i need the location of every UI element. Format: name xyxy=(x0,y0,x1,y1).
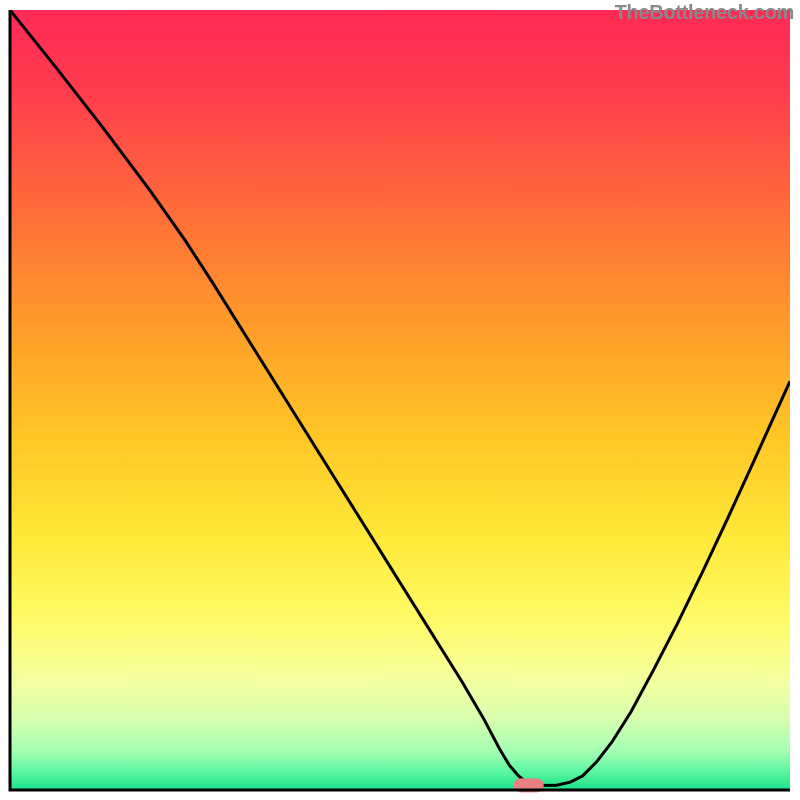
watermark-text: TheBottleneck.com xyxy=(615,2,794,25)
chart-svg xyxy=(0,0,800,800)
gradient-background xyxy=(10,10,790,790)
bottleneck-chart: TheBottleneck.com xyxy=(0,0,800,800)
